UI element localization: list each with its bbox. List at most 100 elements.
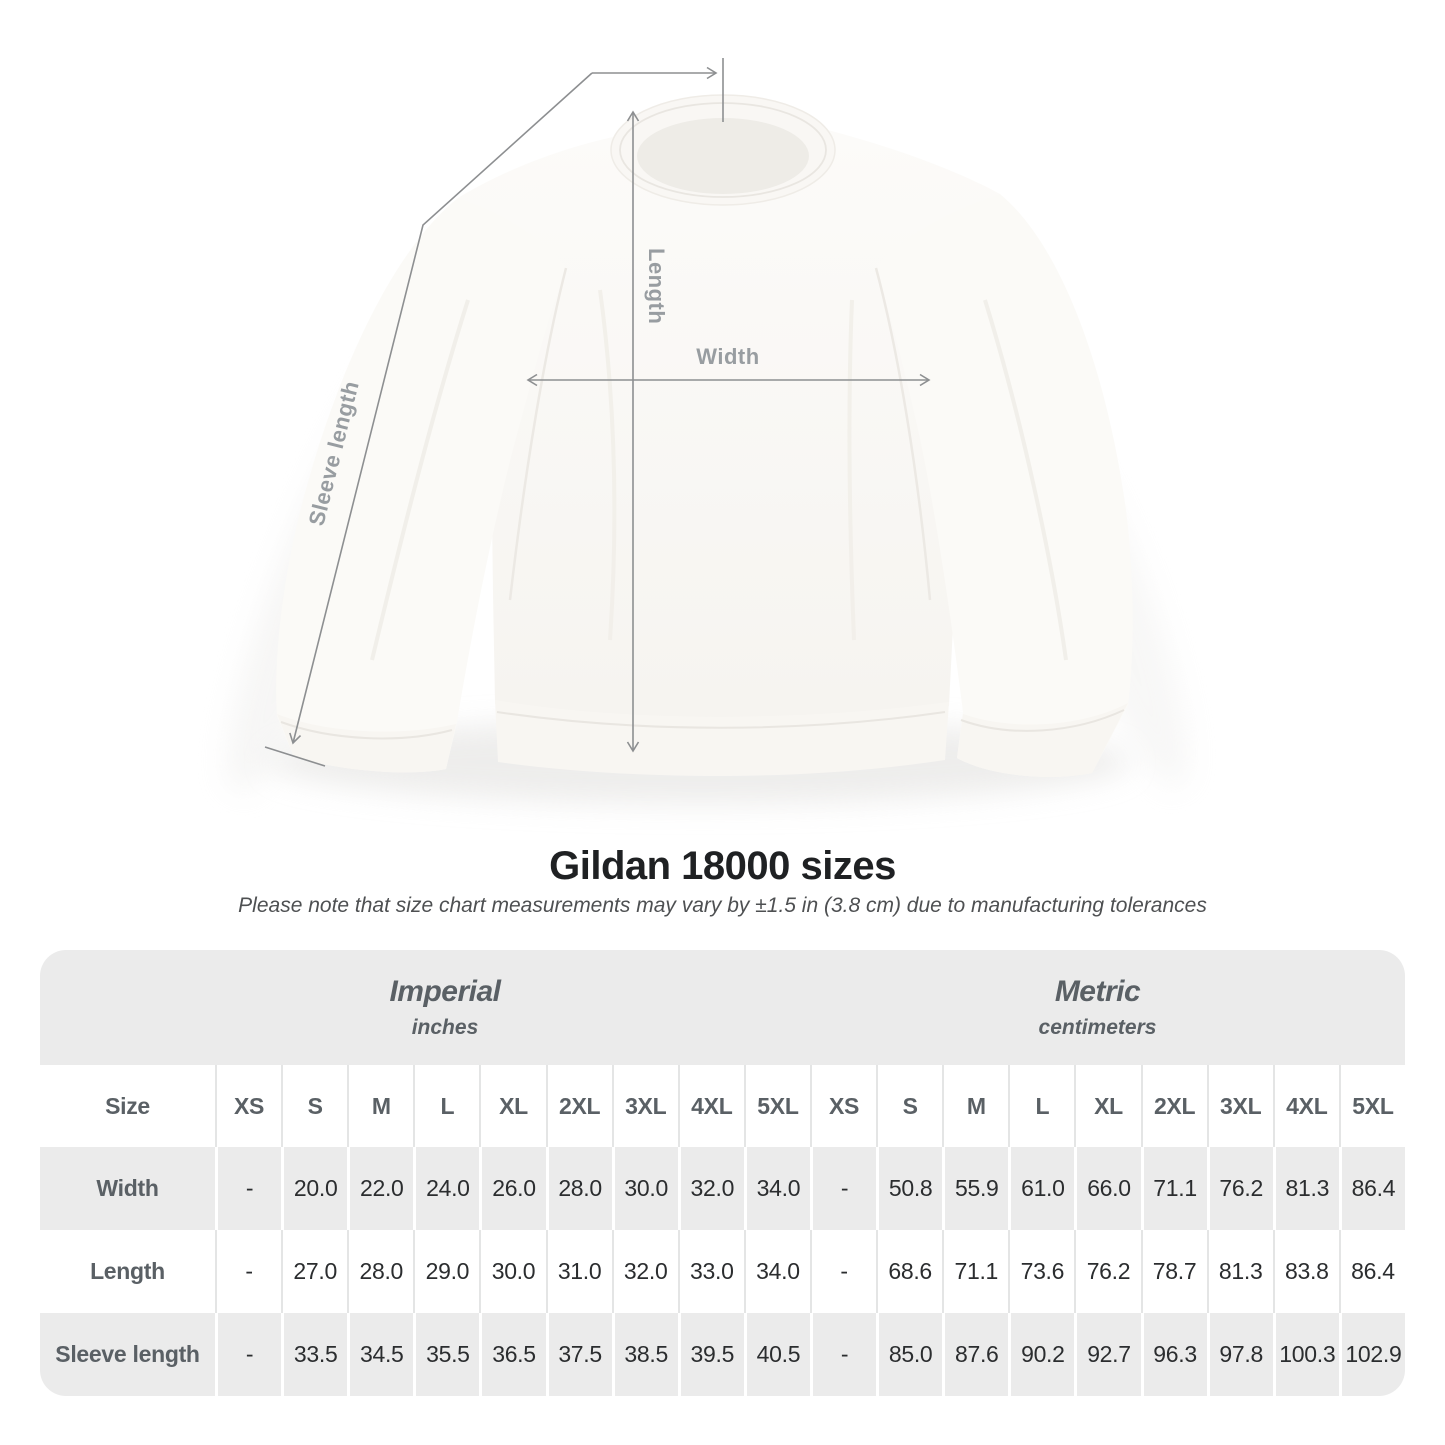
page-title: Gildan 18000 sizes [549,844,896,888]
value-cell-metric-l: 61.0 [1008,1147,1075,1230]
col-header-metric-5xl: 5XL [1338,1065,1405,1147]
value-cell-imperial-s: 20.0 [281,1147,348,1230]
value-cell-metric-5xl: 102.9 [1338,1313,1405,1396]
sweatshirt-image [276,94,1133,777]
value-cell-metric-xs: - [809,1230,877,1313]
value-cell-metric-3xl: 76.2 [1206,1147,1273,1230]
value-cell-imperial-m: 28.0 [347,1230,414,1313]
value-cell-imperial-l: 29.0 [413,1230,480,1313]
value-cell-metric-4xl: 100.3 [1272,1313,1339,1396]
value-cell-imperial-l: 35.5 [413,1313,480,1396]
unit-group-row: Imperial inches Metric centimeters [40,950,1405,1065]
sleeve-length-line [289,72,593,745]
value-cell-metric-s: 68.6 [876,1230,943,1313]
value-cell-imperial-2xl: 31.0 [545,1230,612,1313]
value-cell-imperial-xl: 36.5 [479,1313,546,1396]
value-cell-metric-m: 87.6 [942,1313,1009,1396]
col-header-imperial-l: L [413,1065,480,1147]
collar-band [611,95,835,205]
value-cell-metric-l: 73.6 [1008,1230,1075,1313]
col-header-metric-s: S [876,1065,943,1147]
value-cell-imperial-5xl: 40.5 [743,1313,810,1396]
tolerance-note: Please note that size chart measurements… [238,894,1207,917]
value-cell-metric-xs: - [809,1147,877,1230]
value-cell-metric-3xl: 97.8 [1206,1313,1273,1396]
value-cell-metric-2xl: 78.7 [1140,1230,1207,1313]
row-label: Width [40,1147,215,1230]
col-header-metric-2xl: 2XL [1140,1065,1207,1147]
value-cell-imperial-3xl: 30.0 [611,1147,678,1230]
col-header-imperial-3xl: 3XL [611,1065,678,1147]
col-header-metric-xl: XL [1074,1065,1141,1147]
value-cell-imperial-5xl: 34.0 [743,1230,810,1313]
col-header-imperial-5xl: 5XL [743,1065,810,1147]
value-cell-metric-4xl: 81.3 [1272,1147,1339,1230]
value-cell-metric-m: 71.1 [942,1230,1009,1313]
value-cell-imperial-xs: - [215,1313,282,1396]
value-cell-metric-3xl: 81.3 [1206,1230,1273,1313]
table-row-sleeve-length: Sleeve length -33.5 34.5 35.5 36.5 37.5 38.5 39… [40,1313,1405,1396]
value-cell-metric-2xl: 96.3 [1140,1313,1207,1396]
value-cell-metric-4xl: 83.8 [1272,1230,1339,1313]
col-header-metric-3xl: 3XL [1206,1065,1273,1147]
sweatshirt-measurement-diagram: Width Length Sleeve length [227,58,1189,804]
value-cell-imperial-3xl: 38.5 [611,1313,678,1396]
col-header-metric-xs: XS [809,1065,877,1147]
length-label: Length [644,248,669,324]
value-cell-imperial-xl: 26.0 [479,1147,546,1230]
value-cell-metric-xs: - [809,1313,877,1396]
col-header-metric-l: L [1008,1065,1075,1147]
imperial-group-header: Imperial inches [40,950,810,1065]
value-cell-metric-s: 50.8 [876,1147,943,1230]
col-header-imperial-2xl: 2XL [545,1065,612,1147]
value-cell-imperial-2xl: 28.0 [545,1147,612,1230]
row-label: Sleeve length [40,1313,215,1396]
value-cell-imperial-xs: - [215,1147,282,1230]
value-cell-imperial-s: 33.5 [281,1313,348,1396]
row-label: Length [40,1230,215,1313]
width-label: Width [696,344,759,369]
col-header-imperial-m: M [347,1065,414,1147]
metric-label: Metric [1054,975,1141,1008]
collar-inside [635,117,811,195]
value-cell-metric-xl: 66.0 [1074,1147,1141,1230]
value-cell-metric-m: 55.9 [942,1147,1009,1230]
metric-group-header: Metric centimeters [809,950,1405,1065]
col-header-metric-4xl: 4XL [1272,1065,1339,1147]
value-cell-imperial-xl: 30.0 [479,1230,546,1313]
imperial-unit-label: inches [411,1016,479,1039]
value-cell-metric-xl: 76.2 [1074,1230,1141,1313]
value-cell-imperial-m: 22.0 [347,1147,414,1230]
value-cell-imperial-4xl: 33.0 [677,1230,744,1313]
value-cell-imperial-s: 27.0 [281,1230,348,1313]
size-header-row: Size XS S M L XL 2XL 3XL 4XL 5XL XS S M L XL 2XL 3XL 4XL… [40,1065,1405,1147]
value-cell-metric-5xl: 86.4 [1338,1230,1405,1313]
value-cell-imperial-xs: - [215,1230,282,1313]
sleeve-end-tick-line [264,746,326,767]
size-table: Imperial inches Metric centimeters Size … [40,950,1405,1396]
value-cell-imperial-5xl: 34.0 [743,1147,810,1230]
table-row-width: Width -20.0 22.0 24.0 26.0 28.0 30.0 32.0 34.0-5… [40,1147,1405,1230]
metric-unit-label: centimeters [1038,1016,1157,1039]
col-header-imperial-4xl: 4XL [677,1065,744,1147]
value-cell-imperial-4xl: 32.0 [677,1147,744,1230]
value-cell-imperial-2xl: 37.5 [545,1313,612,1396]
value-cell-metric-2xl: 71.1 [1140,1147,1207,1230]
col-header-imperial-xl: XL [479,1065,546,1147]
value-cell-metric-5xl: 86.4 [1338,1147,1405,1230]
table-row-length: Length -27.0 28.0 29.0 30.0 31.0 32.0 33.0 34.0-… [40,1230,1405,1313]
dimension-lines [264,58,931,767]
value-cell-metric-s: 85.0 [876,1313,943,1396]
size-table-body: Width -20.0 22.0 24.0 26.0 28.0 30.0 32.0 34.0-5… [40,1147,1405,1396]
col-header-imperial-xs: XS [215,1065,282,1147]
imperial-label: Imperial [389,975,501,1008]
value-cell-metric-l: 90.2 [1008,1313,1075,1396]
size-column-header: Size [40,1065,215,1147]
value-cell-metric-xl: 92.7 [1074,1313,1141,1396]
col-header-metric-m: M [942,1065,1009,1147]
value-cell-imperial-3xl: 32.0 [611,1230,678,1313]
value-cell-imperial-4xl: 39.5 [677,1313,744,1396]
col-header-imperial-s: S [281,1065,348,1147]
value-cell-imperial-l: 24.0 [413,1147,480,1230]
